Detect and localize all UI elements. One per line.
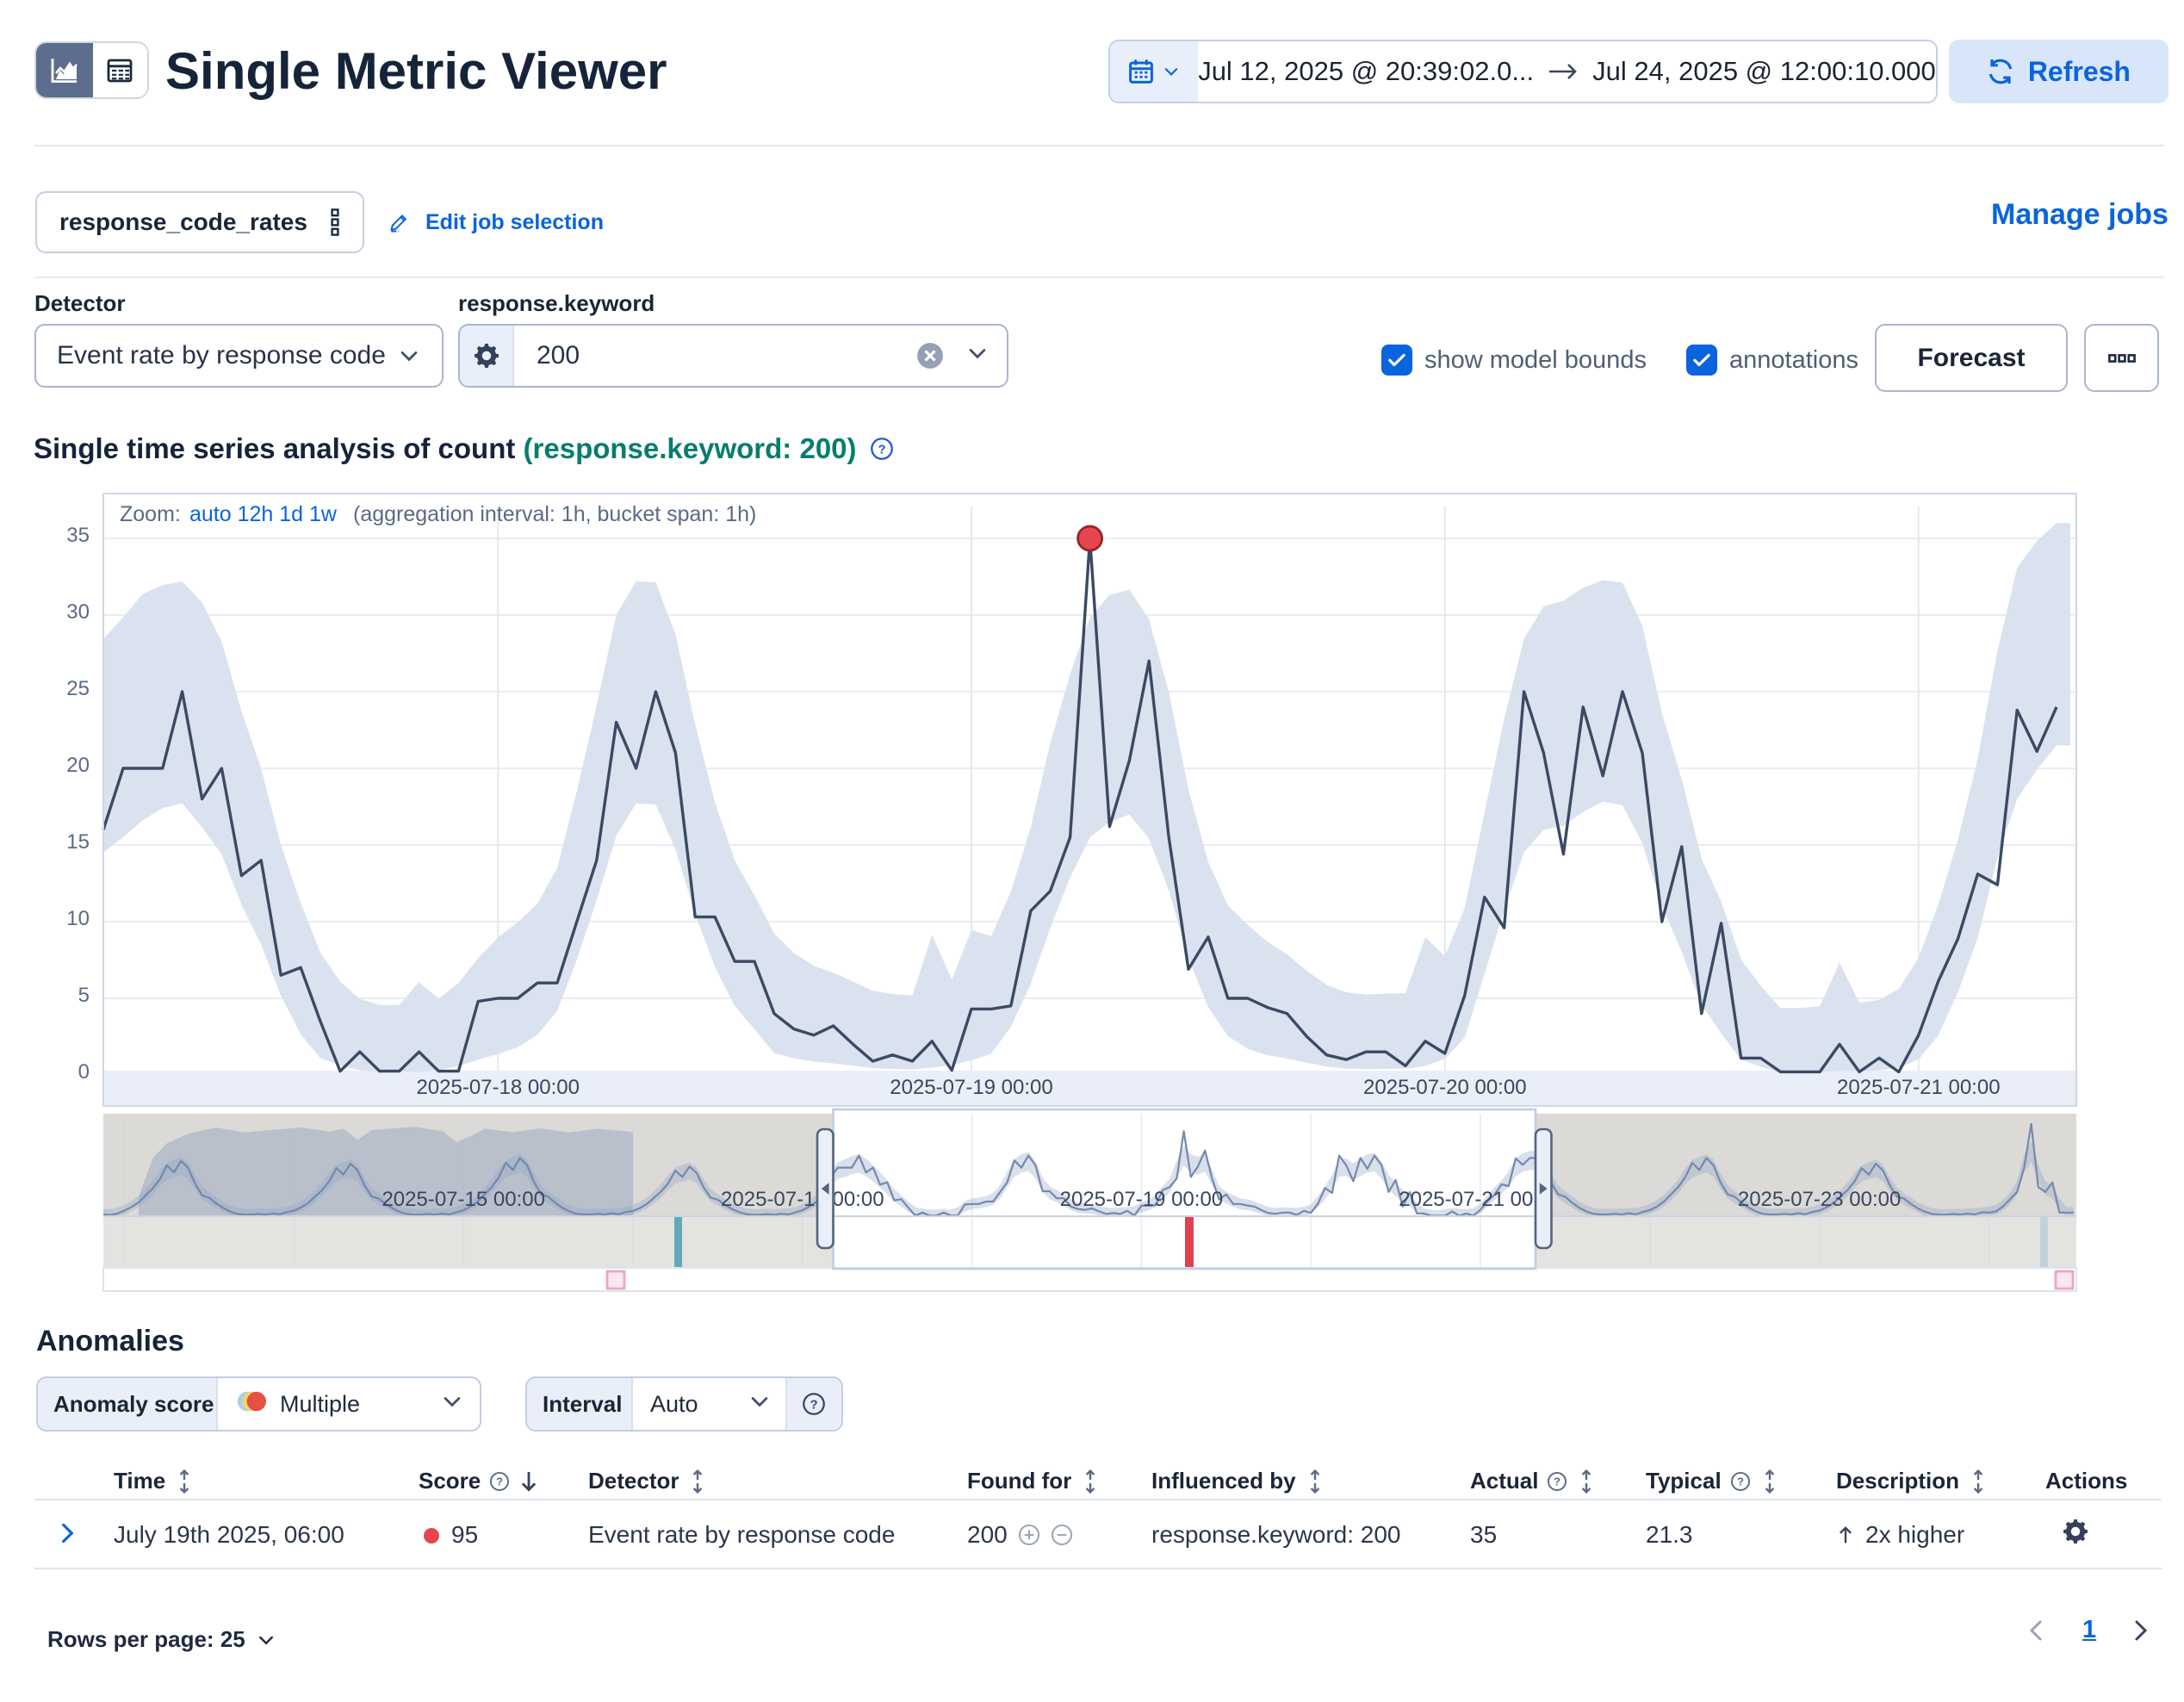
svg-text:10: 10 xyxy=(66,907,90,930)
svg-text:auto 12h 1d 1w: auto 12h 1d 1w xyxy=(189,502,338,526)
svg-text:2025-07-17 00:00: 2025-07-17 00:00 xyxy=(721,1188,884,1211)
svg-text:2025-07-20 00:00: 2025-07-20 00:00 xyxy=(1363,1076,1527,1099)
svg-text:?: ? xyxy=(1554,1475,1561,1488)
svg-text:?: ? xyxy=(810,1398,818,1412)
svg-text:?: ? xyxy=(496,1475,503,1488)
svg-text:(aggregation interval: 1h, buc: (aggregation interval: 1h, bucket span: … xyxy=(353,502,756,526)
svg-text:2025-07-18 00:00: 2025-07-18 00:00 xyxy=(416,1076,580,1099)
svg-text:20: 20 xyxy=(66,754,90,777)
svg-text:0: 0 xyxy=(78,1060,90,1084)
svg-text:5: 5 xyxy=(78,984,90,1007)
svg-text:2025-07-21 00:00: 2025-07-21 00:00 xyxy=(1399,1188,1562,1211)
svg-text:25: 25 xyxy=(66,677,90,700)
svg-text:30: 30 xyxy=(66,600,90,624)
svg-text:15: 15 xyxy=(66,830,90,854)
svg-text:2025-07-19 00:00: 2025-07-19 00:00 xyxy=(890,1076,1053,1099)
svg-text:?: ? xyxy=(1737,1475,1744,1488)
svg-text:Zoom:: Zoom: xyxy=(120,502,181,526)
svg-text:?: ? xyxy=(878,443,885,457)
svg-text:2025-07-15 00:00: 2025-07-15 00:00 xyxy=(382,1188,545,1211)
svg-text:2025-07-21 00:00: 2025-07-21 00:00 xyxy=(1837,1076,2001,1099)
svg-text:2025-07-23 00:00: 2025-07-23 00:00 xyxy=(1738,1188,1902,1211)
svg-text:35: 35 xyxy=(66,524,90,547)
svg-text:2025-07-19 00:00: 2025-07-19 00:00 xyxy=(1060,1188,1224,1211)
